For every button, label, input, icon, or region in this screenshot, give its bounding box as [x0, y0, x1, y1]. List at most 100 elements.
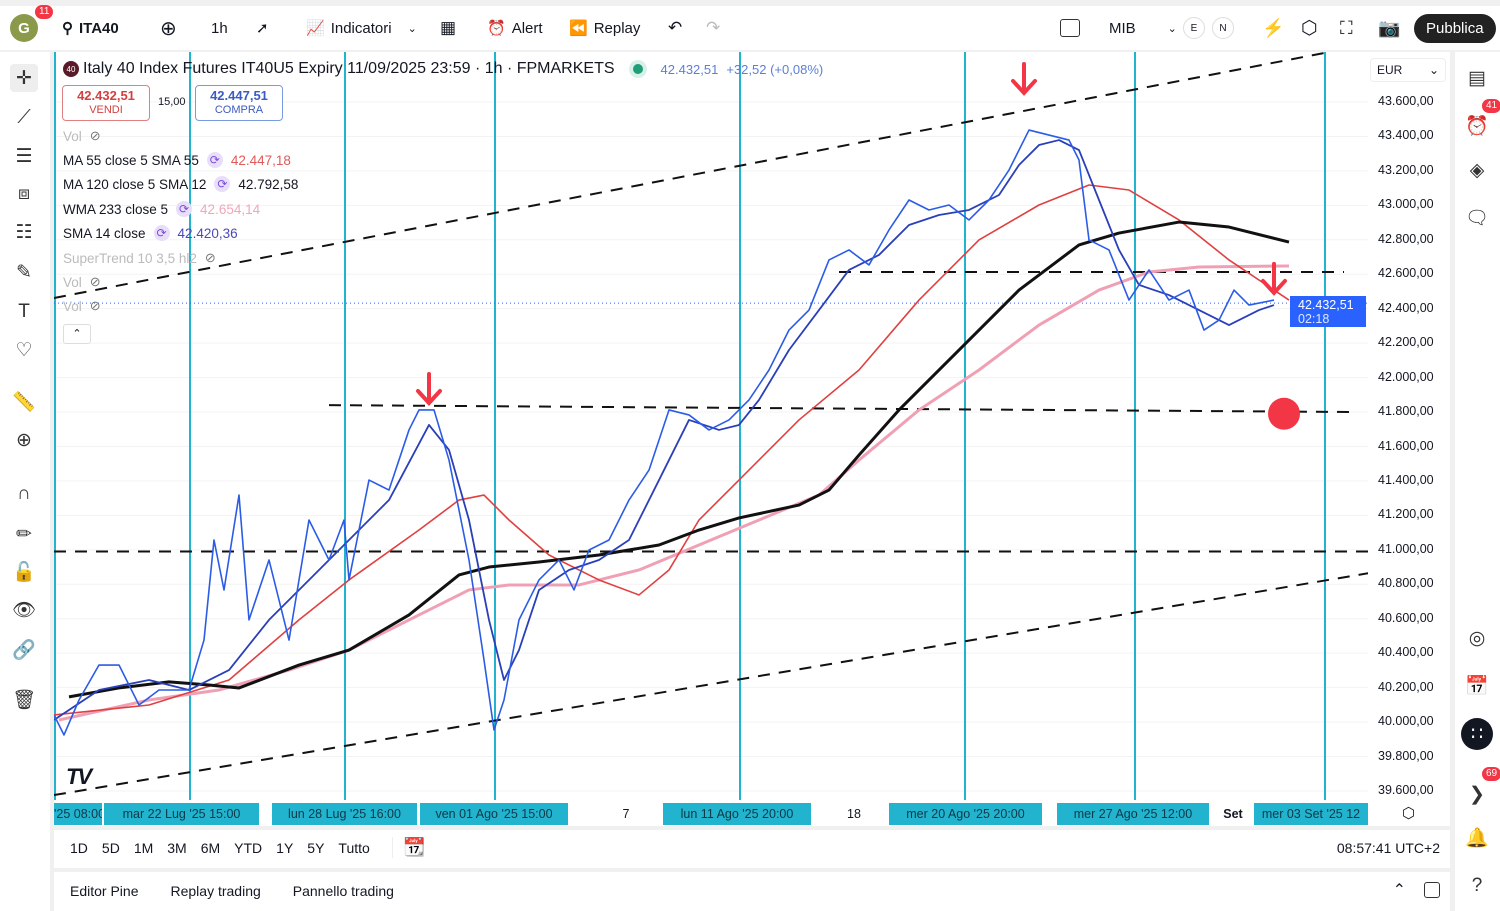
bottom-tab[interactable]: Pannello trading [292, 883, 394, 899]
target-icon[interactable]: ◎ [1468, 627, 1486, 649]
price-axis[interactable]: EUR ⌄ 43.600,00 43.400,00 43.200,00 43.000,0… [1290, 52, 1450, 826]
exchange-select[interactable]: MIB ⌄ [1109, 20, 1177, 37]
alert-button[interactable]: ⏰ Alert [487, 19, 543, 38]
link-icon[interactable]: 🔗 [12, 640, 36, 661]
layers-icon[interactable]: ◈ [1469, 159, 1485, 181]
sell-button[interactable]: 42.432,51 VENDI [62, 85, 150, 121]
e-button[interactable]: E [1183, 17, 1205, 39]
calendar-icon[interactable]: 📅 [1465, 676, 1489, 697]
trash-icon[interactable]: 🗑 [11, 690, 37, 711]
redo-icon: ↷ [706, 18, 721, 37]
legend-item[interactable]: Vol ⊘ [63, 128, 101, 144]
settings-button[interactable]: ⬡ [1301, 17, 1318, 40]
redo-button[interactable]: ↷ [706, 18, 720, 38]
ruler-icon[interactable]: 📏 [12, 392, 36, 413]
fullscreen-icon: ⛶ [1340, 17, 1353, 38]
legend-item[interactable]: Vol ⊘ [63, 274, 101, 290]
gear-icon: ⬡ [1301, 17, 1318, 39]
range-1y[interactable]: 1Y [276, 840, 294, 856]
legend-item[interactable]: SuperTrend 10 3,5 hl2 ⊘ [63, 250, 216, 266]
add-symbol-button[interactable]: ⊕ [160, 16, 177, 41]
quick-search-button[interactable]: ⚡ [1262, 18, 1284, 39]
range-3m[interactable]: 3M [167, 840, 187, 856]
expand-panel-button[interactable]: ⌃ [1393, 880, 1406, 900]
eye-hidden-icon[interactable]: ⊘ [89, 274, 101, 289]
chart-pane[interactable]: 40 Italy 40 Index Futures IT40U5 Expiry … [54, 52, 1368, 800]
price-chart[interactable] [54, 52, 1368, 800]
buy-button[interactable]: 42.447,51 COMPRA [195, 85, 283, 121]
bottom-tab[interactable]: Replay trading [170, 883, 261, 899]
help-icon[interactable]: ? [1471, 875, 1483, 896]
goto-date-button[interactable]: 📆 [392, 837, 425, 858]
apps-icon[interactable]: ∷ [1461, 718, 1493, 750]
brush-icon[interactable]: ✎ [16, 261, 32, 283]
currency-select[interactable]: EUR ⌄ [1370, 58, 1446, 82]
range-tutto[interactable]: Tutto [338, 840, 370, 856]
watchlist-icon[interactable]: ▤ [1468, 67, 1486, 89]
eye-hidden-icon[interactable]: ⊘ [89, 128, 101, 143]
chat-icon[interactable]: 🗨 [1464, 208, 1490, 229]
sma14-line [54, 139, 1275, 721]
forecast-icon[interactable]: ☷ [15, 221, 33, 243]
collapse-legend-button[interactable]: ⌃ [63, 324, 91, 344]
magnet-icon[interactable]: ∩ [17, 483, 31, 504]
chart-type-button[interactable]: ➚ [256, 19, 269, 37]
refresh-icon[interactable]: ⟳ [176, 201, 193, 217]
eye-icon[interactable]: 👁 [11, 600, 37, 621]
range-bar: 1D 5D 1M 3M 6M YTD 1Y 5Y Tutto 📆 08:57:41 UTC+2 [54, 830, 1450, 868]
range-ytd[interactable]: YTD [234, 840, 263, 856]
layout-toggle-button[interactable] [1060, 19, 1080, 37]
time-label: mer 20 Ago '25 20:00 [889, 803, 1042, 825]
legend-item[interactable]: MA 120 close 5 SMA 12 ⟳ 42.792,58 [63, 176, 298, 192]
replay-button[interactable]: ⏪ Replay [569, 19, 640, 38]
lightning-search-icon: ⚡ [1262, 17, 1285, 38]
chevron-down-icon: ⌄ [1167, 22, 1177, 35]
legend-item[interactable]: SMA 14 close ⟳ 42.420,36 [63, 225, 238, 241]
fib-icon[interactable]: ☰ [15, 145, 33, 167]
refresh-icon[interactable]: ⟳ [153, 225, 170, 241]
refresh-icon[interactable]: ⟳ [206, 152, 223, 168]
trend-line-icon[interactable]: ⟋ [17, 107, 31, 128]
eye-hidden-icon[interactable]: ⊘ [204, 250, 216, 265]
time-label: '25 08:00 [54, 803, 102, 825]
pattern-icon[interactable]: ⧈ [17, 183, 31, 204]
alerts-icon[interactable]: ⏰ 41 [1463, 99, 1500, 140]
range-6m[interactable]: 6M [200, 840, 221, 856]
screenshot-button[interactable]: 📷 [1378, 18, 1400, 39]
heart-icon[interactable]: ♡ [15, 339, 33, 361]
zoom-in-icon[interactable]: ⊕ [16, 429, 32, 451]
lock-drawing-icon[interactable]: ✏ [16, 523, 32, 545]
bottom-tab[interactable]: Editor Pine [70, 883, 139, 899]
undo-icon: ↶ [668, 18, 683, 37]
range-1d[interactable]: 1D [70, 840, 88, 856]
text-icon[interactable]: T [18, 301, 30, 322]
refresh-icon[interactable]: ⟳ [214, 176, 231, 192]
symbol-search[interactable]: ⚲ ITA40 [62, 19, 119, 38]
crosshair-icon[interactable]: ✛ [10, 64, 38, 92]
fullscreen-button[interactable]: ⛶ [1340, 18, 1353, 39]
maximize-panel-button[interactable] [1424, 882, 1440, 898]
clock[interactable]: 08:57:41 UTC+2 [1336, 840, 1440, 856]
user-avatar[interactable]: G 11 [10, 5, 54, 42]
layouts-button[interactable]: ▦ [440, 18, 456, 38]
n-button[interactable]: N [1212, 17, 1234, 39]
interval-button[interactable]: 1h [211, 19, 228, 37]
axis-settings-button[interactable]: ⬡ [1402, 804, 1415, 822]
undo-button[interactable]: ↶ [668, 18, 682, 38]
range-5y[interactable]: 5Y [307, 840, 325, 856]
chevron-up-icon: ⌃ [1392, 882, 1406, 899]
legend-item[interactable]: Vol ⊘ [63, 298, 101, 314]
bell-icon[interactable]: 🔔 [1465, 828, 1489, 849]
legend-name: MA 120 close 5 SMA 12 [63, 176, 207, 192]
range-5d[interactable]: 5D [101, 840, 120, 856]
indicators-button[interactable]: 📈 Indicatori ⌄ [306, 19, 417, 38]
lock-icon[interactable]: 🔓 [12, 562, 36, 583]
legend-item[interactable]: MA 55 close 5 SMA 55 ⟳ 42.447,18 [63, 152, 291, 168]
range-1m[interactable]: 1M [133, 840, 154, 856]
time-axis[interactable]: '25 08:00 mar 22 Lug '25 15:00 lun 28 Lug … [54, 800, 1368, 826]
current-price: 42.432,51 [1298, 298, 1354, 312]
eye-hidden-icon[interactable]: ⊘ [89, 298, 101, 313]
stream-icon[interactable]: ❯ 69 [1463, 767, 1500, 808]
legend-item[interactable]: WMA 233 close 5 ⟳ 42.654,14 [63, 201, 260, 217]
publish-button[interactable]: Pubblica [1414, 13, 1496, 43]
